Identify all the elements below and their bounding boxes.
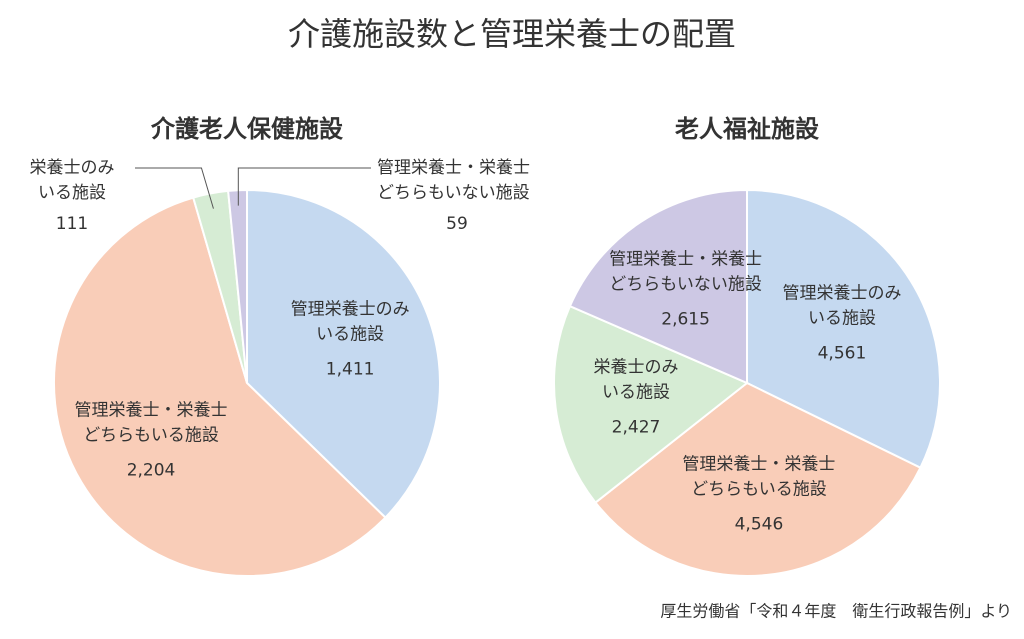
- value-label: 2,615: [661, 309, 710, 329]
- value-label: 1,411: [326, 359, 375, 379]
- slice-label: 管理栄養士のみいる施設: [782, 284, 901, 329]
- page-title: 介護施設数と管理栄養士の配置: [288, 15, 736, 53]
- pie-slice: [246, 188, 441, 519]
- value-label: 4,546: [735, 514, 784, 534]
- chart-title: 老人福祉施設: [675, 115, 820, 143]
- slice-label: 管理栄養士・栄養士どちらもいる施設: [682, 454, 835, 499]
- slice-label: 栄養士のみいる施設: [593, 357, 678, 402]
- value-label: 2,427: [612, 417, 661, 437]
- pie-slice: [568, 188, 748, 385]
- slice-label: 管理栄養士・栄養士どちらもいる施設: [75, 401, 228, 446]
- leader-line: [135, 167, 214, 209]
- value-label: 4,561: [818, 344, 867, 364]
- pie-slice: [553, 304, 749, 504]
- value-label: 59: [446, 214, 468, 234]
- chart-title: 介護老人保健施設: [150, 115, 344, 143]
- leader-line: [237, 167, 371, 206]
- source-note: 厚生労働省「令和４年度 衛生行政報告例」より: [660, 602, 1012, 621]
- slice-label: 管理栄養士のみいる施設: [291, 299, 410, 344]
- slice-label: 栄養士のみいる施設: [30, 158, 115, 203]
- value-label: 111: [56, 214, 88, 234]
- pie-slice: [746, 188, 941, 470]
- pie-slice: [227, 188, 248, 384]
- slice-label: 管理栄養士・栄養士どちらもいない施設: [609, 249, 762, 294]
- value-label: 2,204: [127, 461, 176, 481]
- slice-label: 管理栄養士・栄養士どちらもいない施設: [377, 158, 530, 203]
- pie-slice: [594, 381, 922, 577]
- pie-slice: [53, 196, 387, 577]
